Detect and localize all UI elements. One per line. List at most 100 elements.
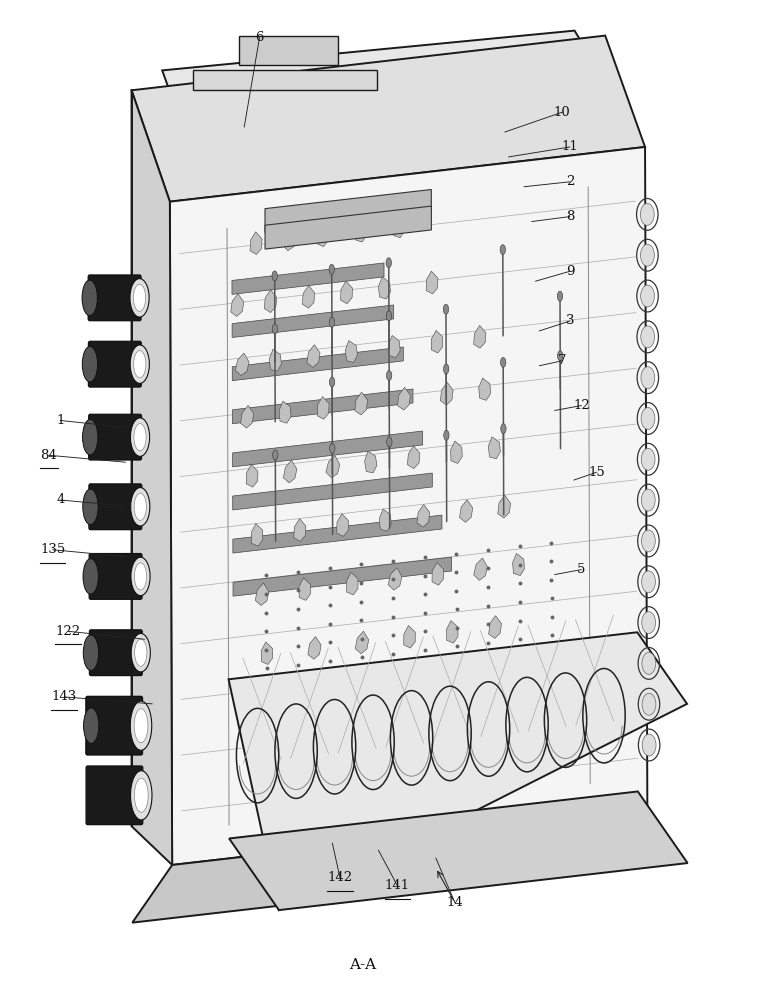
Text: 141: 141 bbox=[385, 879, 410, 892]
Polygon shape bbox=[251, 524, 263, 546]
Ellipse shape bbox=[557, 291, 563, 301]
Polygon shape bbox=[473, 326, 486, 348]
Polygon shape bbox=[497, 496, 511, 518]
Text: 12: 12 bbox=[573, 399, 590, 412]
Ellipse shape bbox=[641, 367, 655, 389]
Polygon shape bbox=[232, 389, 413, 424]
Ellipse shape bbox=[641, 203, 654, 225]
Polygon shape bbox=[232, 347, 403, 381]
Ellipse shape bbox=[557, 351, 563, 361]
Text: 1: 1 bbox=[56, 414, 64, 427]
Ellipse shape bbox=[130, 418, 150, 456]
Text: 14: 14 bbox=[447, 896, 463, 909]
Ellipse shape bbox=[82, 280, 97, 316]
FancyBboxPatch shape bbox=[89, 554, 142, 599]
Polygon shape bbox=[355, 631, 368, 654]
Polygon shape bbox=[450, 441, 462, 464]
Polygon shape bbox=[474, 558, 487, 580]
Polygon shape bbox=[479, 378, 491, 400]
Ellipse shape bbox=[642, 612, 655, 634]
Polygon shape bbox=[488, 437, 501, 459]
Ellipse shape bbox=[135, 712, 147, 739]
Text: 5: 5 bbox=[577, 563, 586, 576]
FancyBboxPatch shape bbox=[90, 630, 142, 676]
Polygon shape bbox=[378, 277, 391, 299]
Ellipse shape bbox=[134, 639, 147, 666]
Polygon shape bbox=[389, 568, 401, 590]
Text: 135: 135 bbox=[40, 543, 65, 556]
Polygon shape bbox=[229, 791, 688, 910]
Text: 122: 122 bbox=[56, 625, 80, 638]
Ellipse shape bbox=[501, 424, 506, 434]
Polygon shape bbox=[235, 353, 249, 376]
Polygon shape bbox=[327, 455, 340, 478]
Polygon shape bbox=[283, 461, 297, 483]
FancyBboxPatch shape bbox=[89, 341, 141, 387]
Ellipse shape bbox=[83, 635, 99, 670]
Polygon shape bbox=[417, 505, 430, 527]
Polygon shape bbox=[398, 387, 410, 410]
Polygon shape bbox=[489, 616, 501, 638]
Polygon shape bbox=[293, 519, 306, 541]
Polygon shape bbox=[131, 90, 172, 865]
Polygon shape bbox=[346, 573, 359, 595]
Ellipse shape bbox=[130, 279, 149, 317]
Ellipse shape bbox=[83, 419, 98, 455]
Polygon shape bbox=[170, 147, 648, 865]
Text: 15: 15 bbox=[588, 466, 605, 479]
Polygon shape bbox=[379, 509, 391, 531]
Polygon shape bbox=[345, 340, 357, 363]
Text: 11: 11 bbox=[561, 140, 578, 153]
Ellipse shape bbox=[386, 311, 391, 321]
Ellipse shape bbox=[444, 430, 449, 440]
Ellipse shape bbox=[273, 324, 278, 334]
Ellipse shape bbox=[500, 298, 506, 308]
Polygon shape bbox=[132, 810, 648, 923]
Ellipse shape bbox=[83, 346, 97, 382]
Polygon shape bbox=[269, 349, 281, 372]
Polygon shape bbox=[354, 392, 367, 415]
Polygon shape bbox=[131, 36, 645, 202]
Polygon shape bbox=[459, 500, 473, 522]
Polygon shape bbox=[240, 406, 254, 428]
Polygon shape bbox=[337, 514, 348, 536]
Ellipse shape bbox=[130, 345, 149, 383]
Ellipse shape bbox=[642, 530, 655, 552]
Ellipse shape bbox=[130, 771, 152, 820]
Polygon shape bbox=[408, 446, 419, 468]
Ellipse shape bbox=[642, 652, 655, 674]
Ellipse shape bbox=[134, 563, 147, 590]
Ellipse shape bbox=[330, 377, 335, 387]
Polygon shape bbox=[232, 294, 243, 316]
Polygon shape bbox=[279, 401, 292, 424]
Polygon shape bbox=[239, 36, 338, 65]
Polygon shape bbox=[301, 286, 316, 308]
Text: 4: 4 bbox=[56, 493, 64, 506]
Ellipse shape bbox=[134, 709, 148, 743]
Ellipse shape bbox=[557, 238, 563, 248]
Text: 2: 2 bbox=[566, 175, 574, 188]
Ellipse shape bbox=[641, 244, 655, 266]
Ellipse shape bbox=[134, 351, 146, 378]
FancyBboxPatch shape bbox=[89, 484, 142, 530]
Polygon shape bbox=[317, 224, 328, 247]
FancyBboxPatch shape bbox=[86, 696, 143, 755]
Polygon shape bbox=[233, 515, 442, 553]
Ellipse shape bbox=[130, 701, 152, 750]
Ellipse shape bbox=[642, 571, 655, 593]
FancyBboxPatch shape bbox=[86, 766, 143, 825]
Polygon shape bbox=[299, 578, 310, 600]
Polygon shape bbox=[308, 637, 320, 659]
Polygon shape bbox=[354, 220, 367, 242]
Ellipse shape bbox=[641, 326, 655, 348]
Ellipse shape bbox=[443, 364, 449, 374]
Ellipse shape bbox=[134, 493, 147, 520]
Polygon shape bbox=[162, 31, 630, 177]
Ellipse shape bbox=[641, 285, 655, 307]
Ellipse shape bbox=[642, 734, 656, 756]
Polygon shape bbox=[445, 621, 459, 643]
Ellipse shape bbox=[83, 708, 99, 743]
FancyBboxPatch shape bbox=[88, 275, 141, 321]
Polygon shape bbox=[265, 189, 432, 233]
Text: 143: 143 bbox=[52, 690, 76, 703]
